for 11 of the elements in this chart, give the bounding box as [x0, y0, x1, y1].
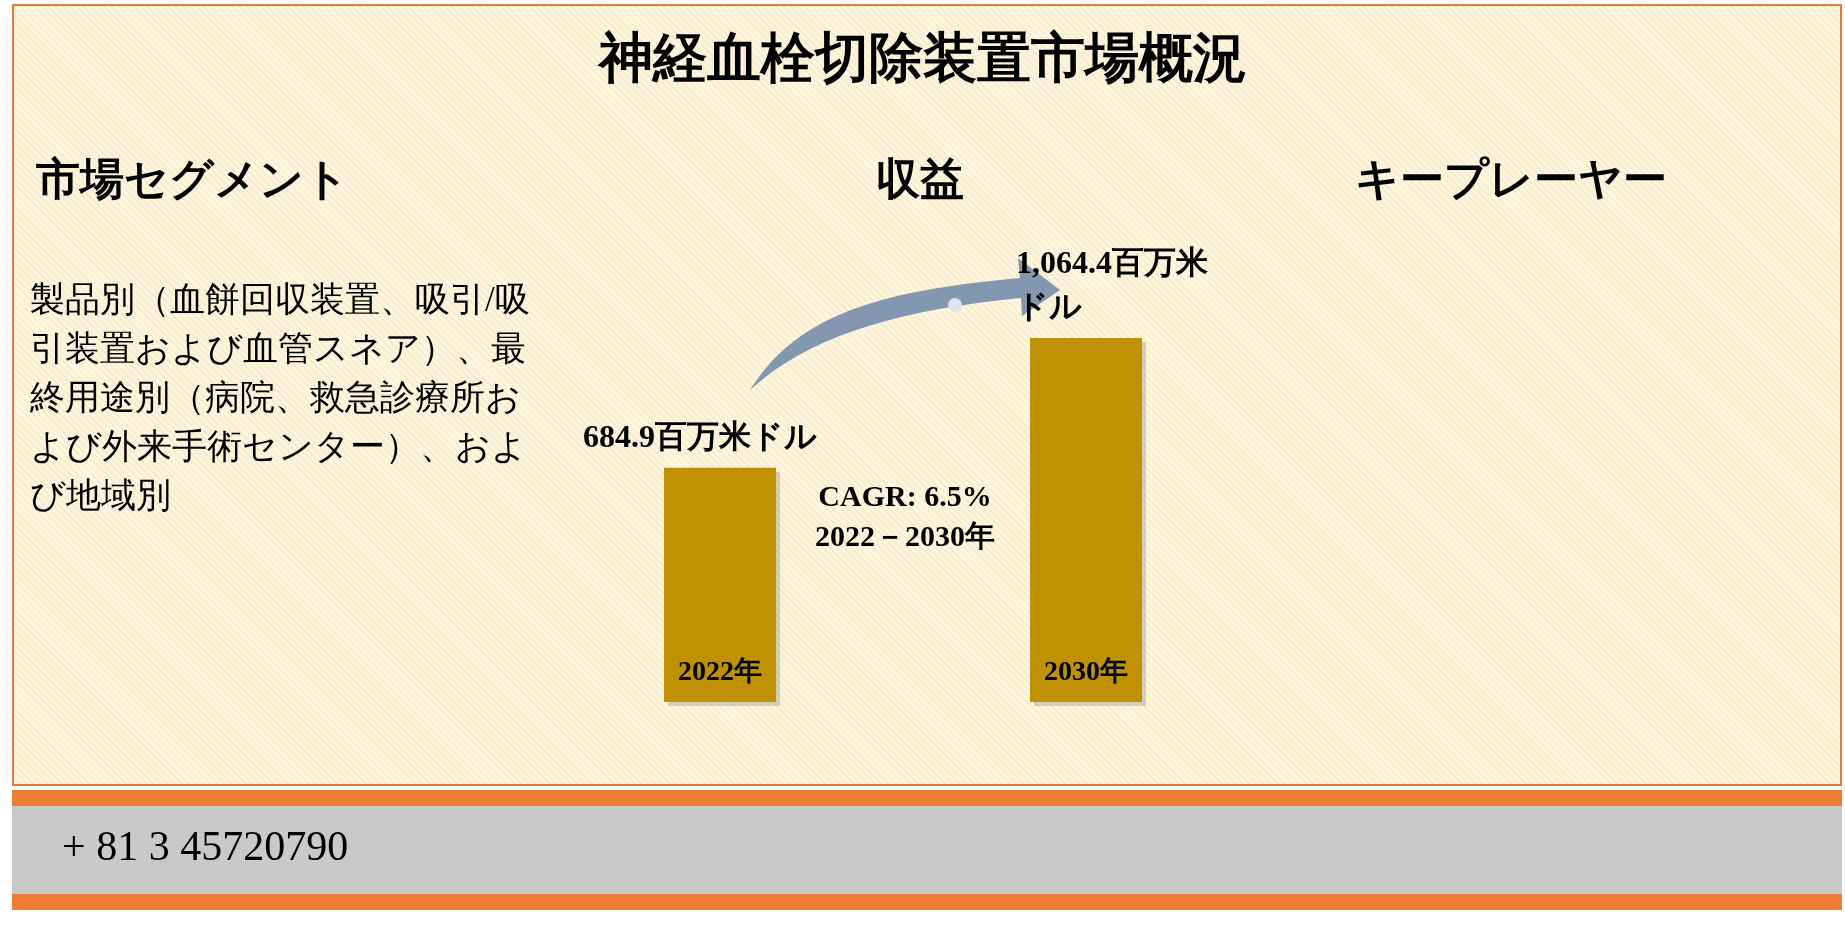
- text: 製品別（血餅回収装置、吸引/吸引装置および血管スネア）、最終用途別（病院、救急診療所および外来手術センター）、および地域別: [30, 279, 531, 517]
- text: + 81 3 45720790: [62, 822, 349, 870]
- text: キープレーヤー: [1355, 154, 1667, 206]
- data-label: 684.9百万米ドル: [582, 416, 818, 456]
- data-label: 1,064.4百万米ドル: [1016, 243, 1209, 326]
- x-tick-label: 2030年: [1043, 654, 1129, 688]
- annotation: CAGR: 6.5% 2022－2030年: [814, 478, 996, 554]
- text: 神経血栓切除装置市場概況: [596, 27, 1248, 90]
- chart-title: 収益: [875, 154, 965, 206]
- text: 市場セグメント: [36, 154, 349, 206]
- x-tick-label: 2022年: [677, 654, 763, 688]
